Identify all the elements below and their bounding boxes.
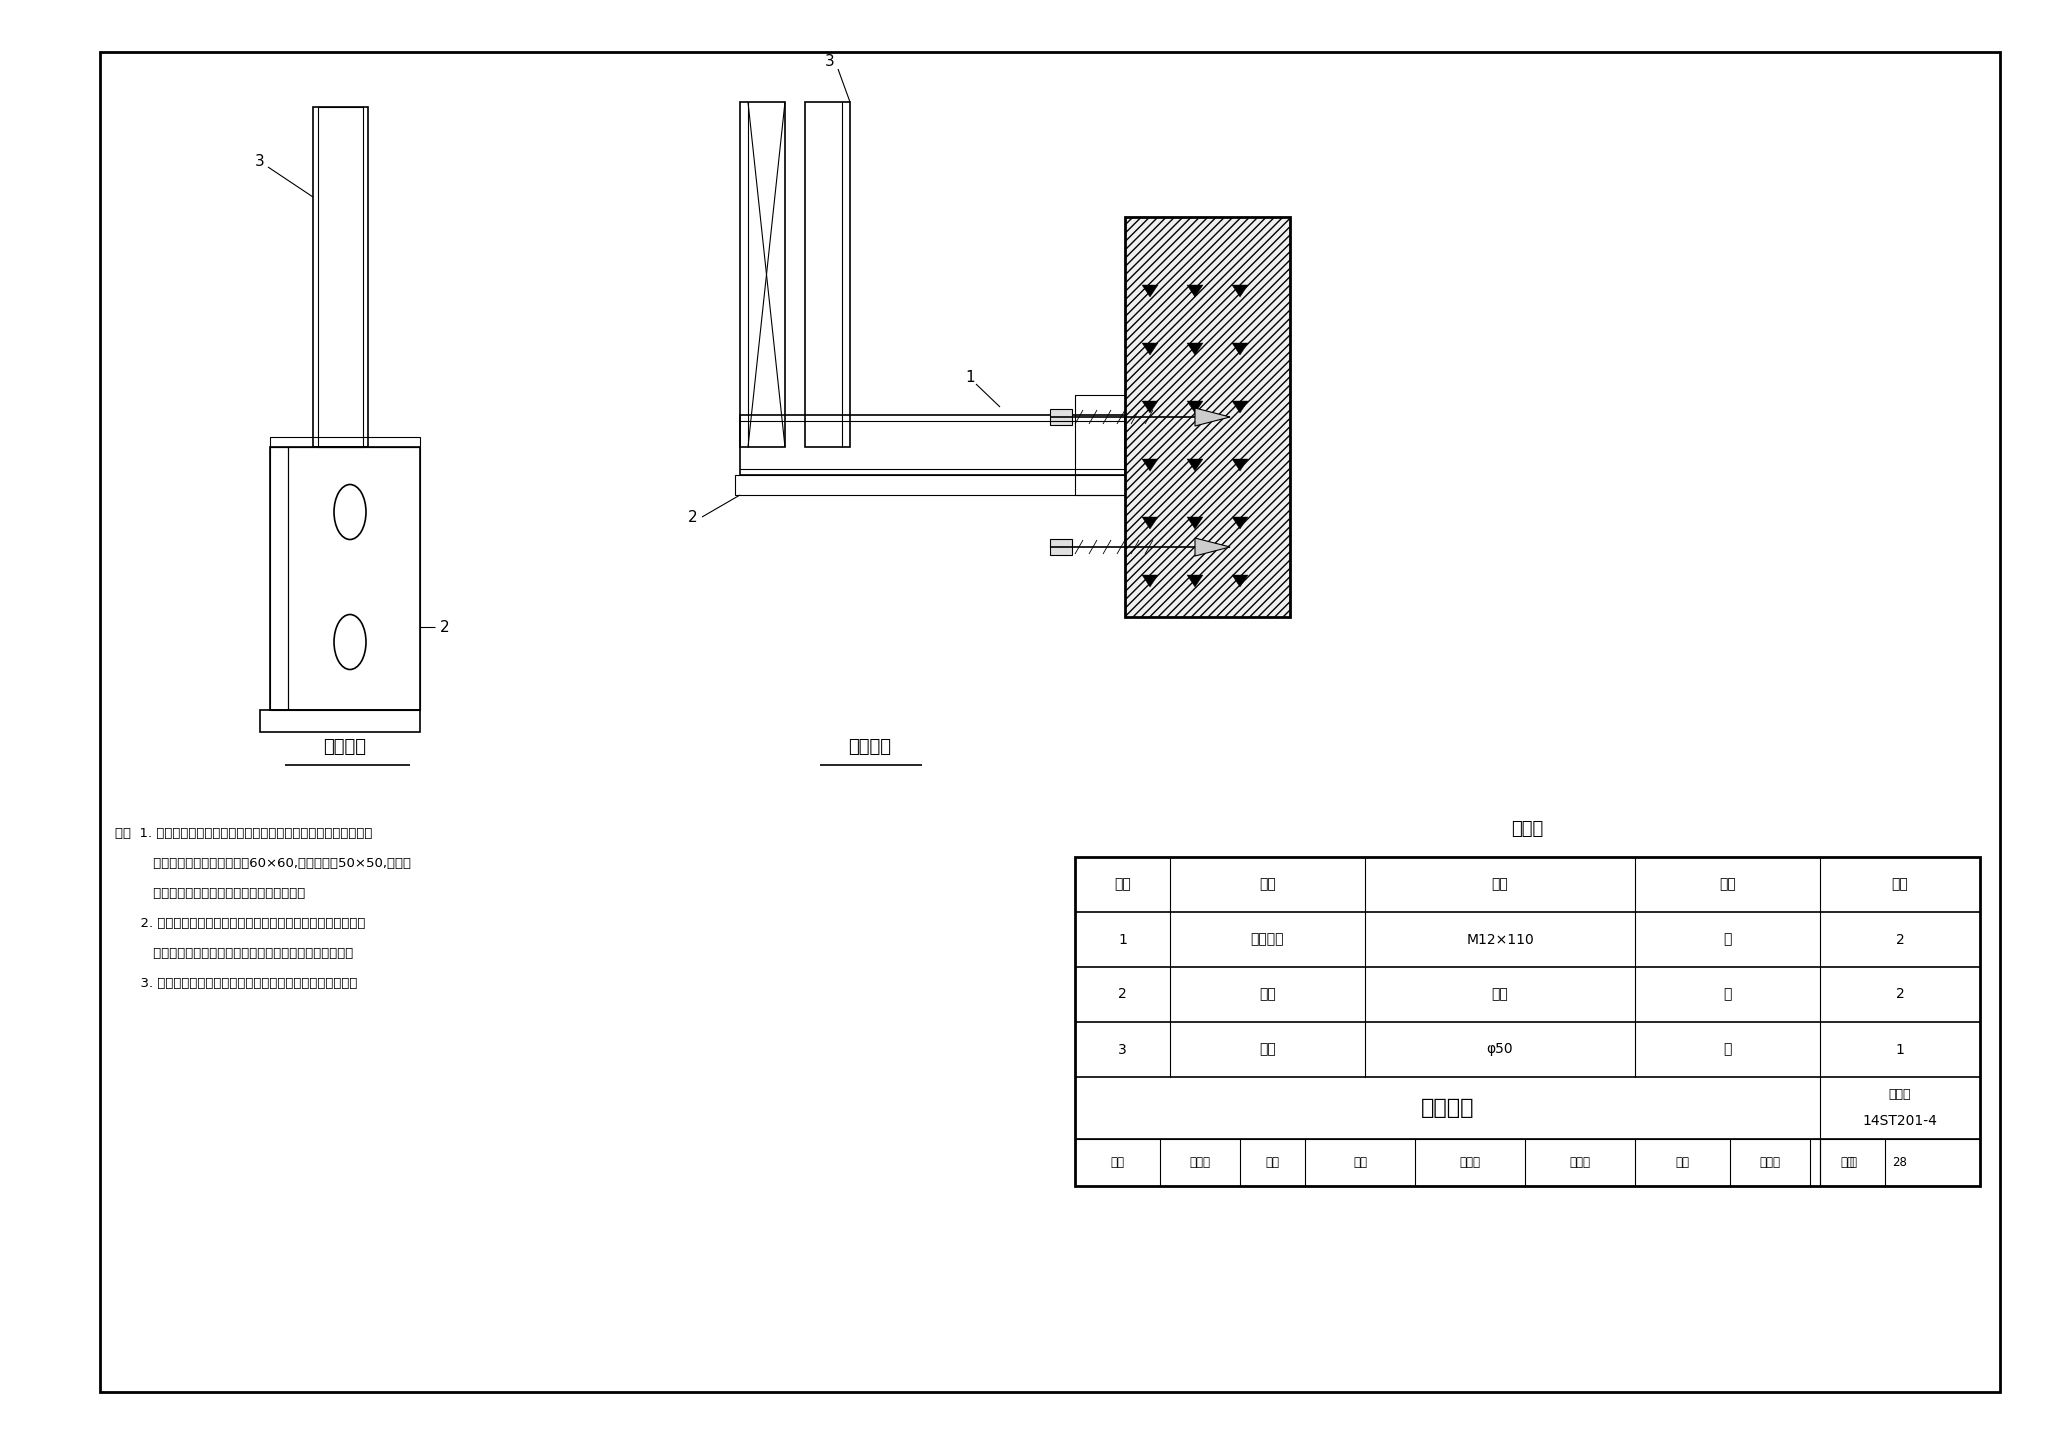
Text: 28: 28 (1892, 1156, 1907, 1169)
Polygon shape (1233, 517, 1247, 530)
Text: 校对: 校对 (1354, 1156, 1366, 1169)
Text: 3. 材料要能满足力学性能要求，整件要求热镀锌防腐处理。: 3. 材料要能满足力学性能要求，整件要求热镀锌防腐处理。 (115, 977, 356, 990)
Text: 3: 3 (1118, 1042, 1126, 1056)
Text: 钢管: 钢管 (1260, 1042, 1276, 1056)
Bar (1051, 410, 1071, 425)
Polygon shape (1233, 401, 1247, 412)
Polygon shape (1188, 459, 1202, 472)
Bar (1075, 395, 1124, 495)
Text: 根: 根 (1722, 1042, 1733, 1056)
Text: 2. 连接部必须满焊，不允许漏焊、虚焊；焊接符合规范要求，: 2. 连接部必须满焊，不允许漏焊、虚焊；焊接符合规范要求， (115, 917, 365, 930)
Bar (289, 447, 420, 710)
Bar (735, 475, 1130, 495)
Text: 高洪波: 高洪波 (1460, 1156, 1481, 1169)
Polygon shape (1233, 459, 1247, 472)
Text: 材料表: 材料表 (1511, 820, 1544, 838)
Polygon shape (1233, 343, 1247, 355)
Text: 2: 2 (1896, 932, 1905, 946)
Text: 高洪波: 高洪波 (1569, 1156, 1591, 1169)
Polygon shape (1143, 343, 1157, 355)
Polygon shape (1188, 343, 1202, 355)
Polygon shape (1143, 517, 1157, 530)
Text: 注：  1. 支架使用角钢焊接制作，固定天线部分使用热镀锌钢管，钢管: 注： 1. 支架使用角钢焊接制作，固定天线部分使用热镀锌钢管，钢管 (115, 828, 373, 841)
Polygon shape (1143, 285, 1157, 297)
Text: φ50: φ50 (1487, 1042, 1513, 1056)
Polygon shape (1188, 574, 1202, 587)
Text: 吴光飞: 吴光飞 (1759, 1156, 1780, 1169)
Bar (260, 710, 420, 732)
Polygon shape (1188, 285, 1202, 297)
Text: 膨胀螺栓: 膨胀螺栓 (1251, 932, 1284, 946)
Text: 14ST201-4: 14ST201-4 (1862, 1114, 1937, 1129)
Text: 钢焊接完成后角钢不得突出竖向角钢边缘。: 钢焊接完成后角钢不得突出竖向角钢边缘。 (115, 887, 305, 900)
Polygon shape (1233, 574, 1247, 587)
Bar (739, 101, 784, 447)
Text: 设计: 设计 (1675, 1156, 1690, 1169)
Text: M12×110: M12×110 (1466, 932, 1534, 946)
Polygon shape (1143, 459, 1157, 472)
Text: 规格: 规格 (1491, 877, 1509, 891)
Bar (270, 447, 420, 710)
Text: 根: 根 (1722, 987, 1733, 1001)
Text: 不得突出角钢；竖向角钢为60×60,横向角钢为50×50,横向角: 不得突出角钢；竖向角钢为60×60,横向角钢为50×50,横向角 (115, 857, 412, 870)
Polygon shape (1143, 401, 1157, 412)
Text: 图集号: 图集号 (1888, 1088, 1911, 1101)
Bar (805, 101, 850, 447)
Bar (1124, 217, 1290, 616)
Text: 王飞: 王飞 (1841, 1156, 1855, 1169)
Bar (270, 437, 420, 447)
Polygon shape (1143, 574, 1157, 587)
Text: 不允许焊缝有漏焊、未焊透、气孔、夹渣、裂纹等缺陷。: 不允许焊缝有漏焊、未焊透、气孔、夹渣、裂纹等缺陷。 (115, 946, 352, 959)
Polygon shape (1188, 517, 1202, 530)
Text: 侧立面图: 侧立面图 (848, 738, 891, 755)
Text: 1: 1 (1118, 932, 1126, 946)
Text: 序号: 序号 (1114, 877, 1130, 891)
Text: 审核: 审核 (1110, 1156, 1124, 1169)
Text: 数量: 数量 (1892, 877, 1909, 891)
Bar (739, 415, 1124, 475)
Text: 1: 1 (965, 369, 975, 385)
Text: 2: 2 (440, 619, 451, 634)
Polygon shape (1194, 538, 1231, 556)
Text: 单位: 单位 (1718, 877, 1737, 891)
Polygon shape (1194, 408, 1231, 425)
Bar (270, 447, 289, 710)
Text: 3: 3 (825, 55, 836, 69)
Text: 王富章: 王富章 (1190, 1156, 1210, 1169)
Text: 个: 个 (1722, 932, 1733, 946)
Text: 2: 2 (688, 509, 698, 524)
Text: 2: 2 (1896, 987, 1905, 1001)
Text: 见注: 见注 (1491, 987, 1509, 1001)
Text: 正立面图: 正立面图 (324, 738, 367, 755)
Polygon shape (1233, 285, 1247, 297)
Bar (1075, 857, 1980, 1187)
Text: 3: 3 (256, 155, 264, 169)
Bar (313, 107, 369, 447)
Text: 名称: 名称 (1260, 877, 1276, 891)
Bar (317, 107, 362, 447)
Text: 王靖: 王靖 (1266, 1156, 1280, 1169)
Text: 页: 页 (1849, 1156, 1855, 1169)
Text: 1: 1 (1896, 1042, 1905, 1056)
Text: 角钢: 角钢 (1260, 987, 1276, 1001)
Text: 2: 2 (1118, 987, 1126, 1001)
Bar (1051, 538, 1071, 556)
Text: 天线底座: 天线底座 (1421, 1098, 1475, 1119)
Polygon shape (1188, 401, 1202, 412)
